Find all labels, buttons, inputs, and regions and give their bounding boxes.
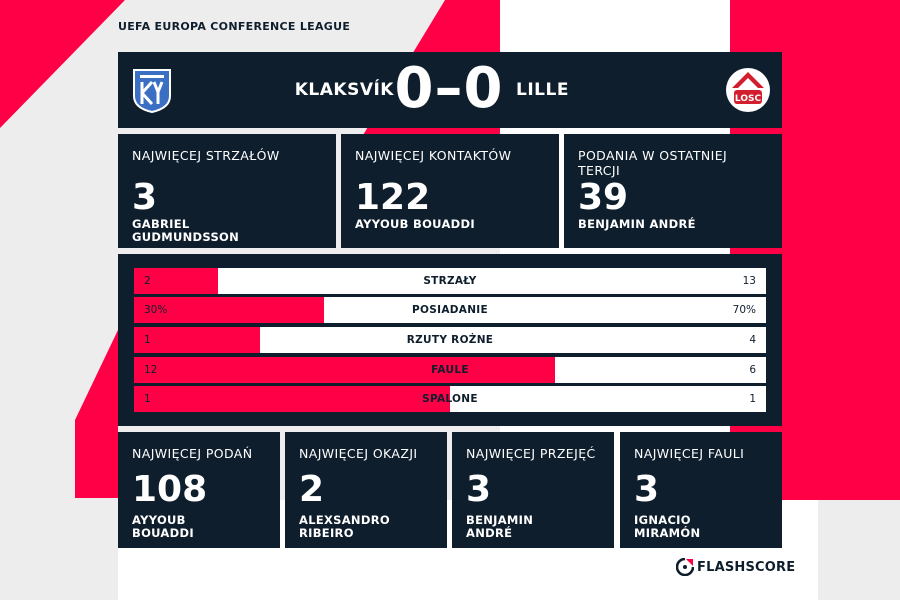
card-most-passes: NAJWIĘCEJ PODAŃ 108 AYYOUB BOUADDI (118, 432, 280, 548)
losc-text: LOSC (735, 94, 762, 104)
player-line-1: AYYOUB (132, 513, 186, 527)
lille-losc-crest-icon: LOSC (726, 68, 770, 112)
card-value: 122 (355, 177, 431, 218)
stat-name: RZUTY ROŻNE (406, 334, 494, 346)
card-value: 2 (299, 469, 325, 510)
home-team-name: KLAKSVÍK (294, 80, 394, 100)
home-share-bar (134, 327, 261, 353)
home-value: 12 (144, 364, 158, 376)
player-line-2: GUDMUNDSSON (132, 230, 240, 244)
home-share-bar (134, 357, 556, 383)
card-label: NAJWIĘCEJ PODAŃ (132, 446, 253, 461)
card-most-shots: NAJWIĘCEJ STRZAŁÓW 3 GABRIEL GUDMUNDSSON (118, 134, 336, 248)
card-label: NAJWIĘCEJ KONTAKTÓW (355, 148, 512, 163)
player-line-2: BOUADDI (132, 526, 194, 540)
player-line-1: IGNACIO (634, 513, 691, 527)
card-label: NAJWIĘCEJ PRZEJĘĆ (466, 446, 596, 461)
card-player: AYYOUB BOUADDI (355, 218, 475, 231)
stat-row-fouls: 12 FAULE 6 (134, 357, 766, 383)
stat-row-possession: 30% POSIADANIE 70% (134, 297, 766, 323)
home-share-bar (134, 386, 450, 412)
player-line-1: BENJAMIN ANDRÉ (578, 217, 696, 231)
stat-row-corners: 1 RZUTY ROŻNE 4 (134, 327, 766, 353)
stat-name: POSIADANIE (412, 304, 488, 316)
player-line-2: ANDRÉ (466, 526, 513, 540)
card-label: NAJWIĘCEJ FAULI (634, 446, 745, 461)
away-value: 70% (732, 304, 756, 316)
card-player: IGNACIO MIRAMÓN (634, 514, 700, 540)
card-player: GABRIEL GUDMUNDSSON (132, 218, 239, 244)
card-player: ALEXSANDRO RIBEIRO (299, 514, 390, 540)
stat-row-offsides: 1 SPALONE 1 (134, 386, 766, 412)
competition-title: UEFA EUROPA CONFERENCE LEAGUE (118, 20, 351, 33)
card-value: 3 (466, 469, 492, 510)
card-most-chances: NAJWIĘCEJ OKAZJI 2 ALEXSANDRO RIBEIRO (285, 432, 447, 548)
klaksvik-crest-icon (133, 69, 171, 114)
card-final-third-passes: PODANIA W OSTATNIEJ TERCJI 39 BENJAMIN A… (564, 134, 782, 248)
card-value: 3 (634, 469, 660, 510)
away-value: 4 (749, 334, 756, 346)
flashscore-logo-icon (676, 558, 694, 576)
card-player: BENJAMIN ANDRÉ (466, 514, 533, 540)
flashscore-brand: FLASHSCORE (676, 556, 795, 578)
card-value: 108 (132, 469, 208, 510)
home-share-bar (134, 297, 324, 323)
card-most-fouls: NAJWIĘCEJ FAULI 3 IGNACIO MIRAMÓN (620, 432, 782, 548)
stat-name: STRZAŁY (423, 275, 477, 287)
match-score: 0–0 (394, 56, 504, 121)
card-player: BENJAMIN ANDRÉ (578, 218, 696, 231)
card-label: NAJWIĘCEJ STRZAŁÓW (132, 148, 280, 163)
player-line-2: RIBEIRO (299, 526, 354, 540)
player-line-1: BENJAMIN (466, 513, 534, 527)
home-value: 1 (144, 393, 151, 405)
home-value: 30% (144, 304, 168, 316)
away-value: 13 (742, 275, 756, 287)
player-line-1: ALEXSANDRO (299, 513, 390, 527)
away-value: 6 (749, 364, 756, 376)
home-value: 2 (144, 275, 151, 287)
stat-name: FAULE (431, 364, 469, 376)
stats-comparison-panel: 2 STRZAŁY 13 30% POSIADANIE 70% 1 RZUTY … (118, 254, 782, 426)
card-player: AYYOUB BOUADDI (132, 514, 194, 540)
card-most-touches: NAJWIĘCEJ KONTAKTÓW 122 AYYOUB BOUADDI (341, 134, 559, 248)
card-most-interceptions: NAJWIĘCEJ PRZEJĘĆ 3 BENJAMIN ANDRÉ (452, 432, 614, 548)
away-team-name: LILLE (516, 80, 569, 100)
card-value: 39 (578, 177, 629, 218)
player-line-1: AYYOUB BOUADDI (355, 217, 475, 231)
card-value: 3 (132, 177, 158, 218)
stat-name: SPALONE (422, 393, 478, 405)
card-label: PODANIA W OSTATNIEJ TERCJI (578, 148, 728, 178)
stat-row-shots: 2 STRZAŁY 13 (134, 268, 766, 294)
player-line-1: GABRIEL (132, 217, 190, 231)
home-share-bar (134, 268, 219, 294)
player-line-2: MIRAMÓN (634, 526, 701, 540)
card-label: NAJWIĘCEJ OKAZJI (299, 446, 418, 461)
away-value: 1 (749, 393, 756, 405)
home-value: 1 (144, 334, 151, 346)
scoreboard: KLAKSVÍK 0–0 LILLE LOSC (118, 52, 782, 128)
brand-name: FLASHSCORE (697, 559, 796, 575)
